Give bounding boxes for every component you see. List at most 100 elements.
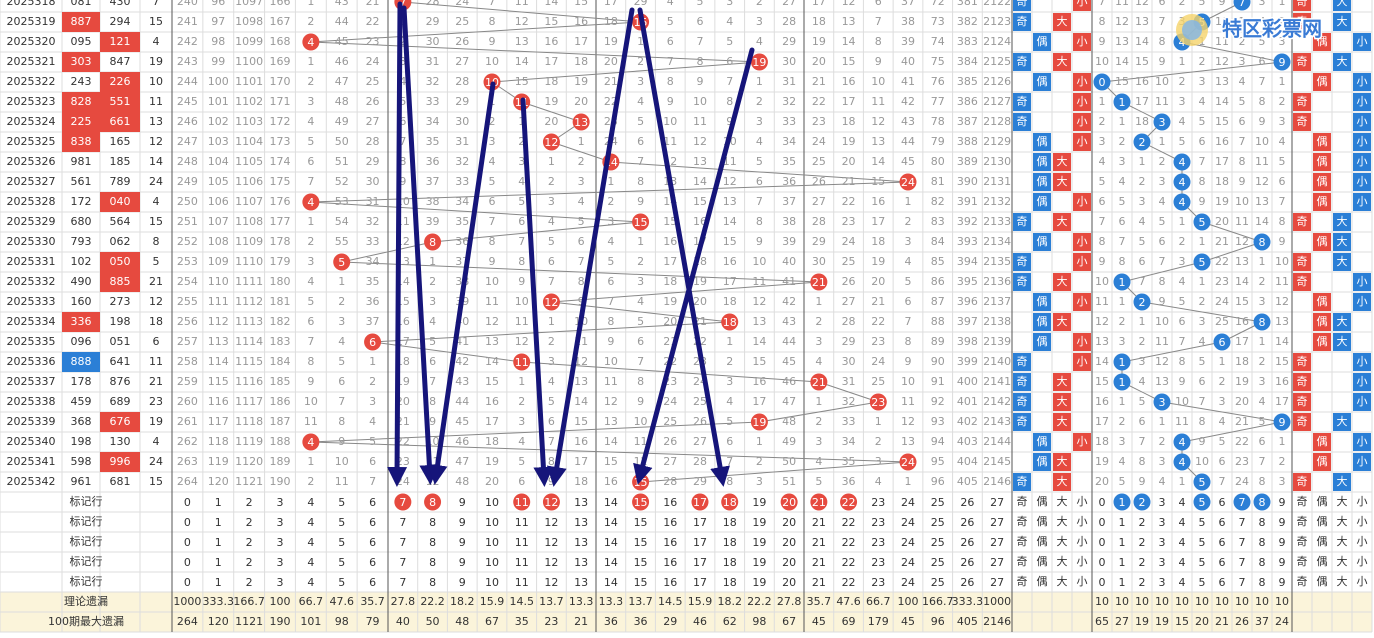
tail-omission: 9 <box>1159 295 1166 308</box>
sum-label: 14 <box>604 516 618 529</box>
omission: 8 <box>726 475 733 488</box>
flag: 奇 <box>1017 95 1028 108</box>
tail-omission: 8 <box>1119 255 1126 268</box>
flag-cell <box>1053 213 1071 231</box>
omission: 3 <box>756 15 763 28</box>
sum-label: 4 <box>307 516 314 529</box>
omission: 2 <box>875 435 882 448</box>
tail-omission: 1 <box>1259 335 1266 348</box>
flag: 奇 <box>1297 115 1308 128</box>
omission: 32 <box>782 95 796 108</box>
flag-cell <box>1333 13 1351 31</box>
tail-omission: 16 <box>1235 315 1249 328</box>
tail-omission: 24 <box>1235 475 1249 488</box>
omission: 4 <box>905 255 912 268</box>
footer-value: 13.3 <box>599 595 624 608</box>
omission: 101 <box>208 95 229 108</box>
flag-cell <box>1333 233 1351 251</box>
tail-omission: 7 <box>1119 235 1126 248</box>
omission: 16 <box>871 195 885 208</box>
omission: 15 <box>842 55 856 68</box>
tail-omission: 18 <box>1095 435 1109 448</box>
trend-line <box>1121 261 1203 283</box>
omission: 4 <box>518 435 525 448</box>
tail-omission: 24 <box>1215 295 1229 308</box>
omission: 10 <box>634 415 648 428</box>
omission: 18 <box>842 115 856 128</box>
tail-omission: 20 <box>1095 475 1109 488</box>
omission: 97 <box>211 15 225 28</box>
omission: 12 <box>485 315 499 328</box>
footer-value: 22.2 <box>747 595 772 608</box>
flag-cell <box>1353 273 1371 291</box>
flag-cell <box>1033 453 1051 471</box>
tail-omission: 23 <box>1235 455 1249 468</box>
omission: 18 <box>485 435 499 448</box>
omission: 19 <box>693 275 707 288</box>
flag: 大 <box>1337 234 1348 248</box>
sum-label: 24 <box>901 576 915 589</box>
omission: 11 <box>663 135 677 148</box>
flag: 小 <box>1357 155 1368 168</box>
sum-ball <box>302 433 320 451</box>
omission: 241 <box>177 15 198 28</box>
omission: 17 <box>812 0 826 8</box>
tail-ball <box>1113 373 1131 391</box>
omission: 8 <box>726 95 733 108</box>
omission: 1 <box>548 315 555 328</box>
tail-omission: 2 <box>1139 175 1146 188</box>
flag: 奇 <box>1297 355 1308 368</box>
tail-ball-label: 9 <box>1279 416 1286 429</box>
sum-ball <box>899 173 917 191</box>
tail-omission: 8 <box>1099 235 1106 248</box>
omission: 14 <box>604 435 618 448</box>
sum-label: 6 <box>369 536 376 549</box>
omission: 9 <box>697 75 704 88</box>
mark-row-label: 标记行 <box>70 554 103 568</box>
tail-ball <box>1113 93 1131 111</box>
footer-value: 29 <box>663 615 677 628</box>
omission: 175 <box>270 175 291 188</box>
flag-label: 大 <box>1057 534 1068 548</box>
flag-cell <box>1353 33 1371 51</box>
issue: 2025326 <box>7 155 56 168</box>
sum: 15 <box>149 15 163 28</box>
tail-omission: 7 <box>1219 475 1226 488</box>
flag-cell <box>1353 393 1371 411</box>
flag-cell <box>1073 193 1091 211</box>
omission: 259 <box>177 375 198 388</box>
omission: 10 <box>485 275 499 288</box>
omission: 173 <box>270 135 291 148</box>
number-2: 050 <box>110 255 131 268</box>
omission: 1103 <box>235 115 263 128</box>
omission: 26 <box>693 415 707 428</box>
omission: 29 <box>812 235 826 248</box>
omission: 43 <box>782 315 796 328</box>
omission: 11 <box>723 155 737 168</box>
tail-omission: 1 <box>1279 435 1286 448</box>
sum-label: 12 <box>544 556 558 569</box>
omission: 186 <box>270 395 291 408</box>
issue: 2025318 <box>7 0 56 8</box>
flag: 大 <box>1337 14 1348 28</box>
omission: 74 <box>931 35 945 48</box>
tail-omission: 23 <box>1215 275 1229 288</box>
omission: 7 <box>697 35 704 48</box>
sum-label: 1 <box>215 496 222 509</box>
omission: 5 <box>307 295 314 308</box>
tail-omission: 12 <box>1235 235 1249 248</box>
omission: 1115 <box>235 355 263 368</box>
sum: 11 <box>149 95 163 108</box>
omission: 6 <box>607 275 614 288</box>
omission: 34 <box>782 135 796 148</box>
tail-omission: 20 <box>1215 215 1229 228</box>
omission: 2 <box>756 0 763 8</box>
omission: 11 <box>515 315 529 328</box>
tail-omission: 7 <box>1099 215 1106 228</box>
sum-label: 20 <box>782 536 796 549</box>
omission: 1 <box>726 335 733 348</box>
sum-label: 2 <box>246 556 253 569</box>
tail-label: 9 <box>1279 516 1286 529</box>
omission: 11 <box>304 415 318 428</box>
